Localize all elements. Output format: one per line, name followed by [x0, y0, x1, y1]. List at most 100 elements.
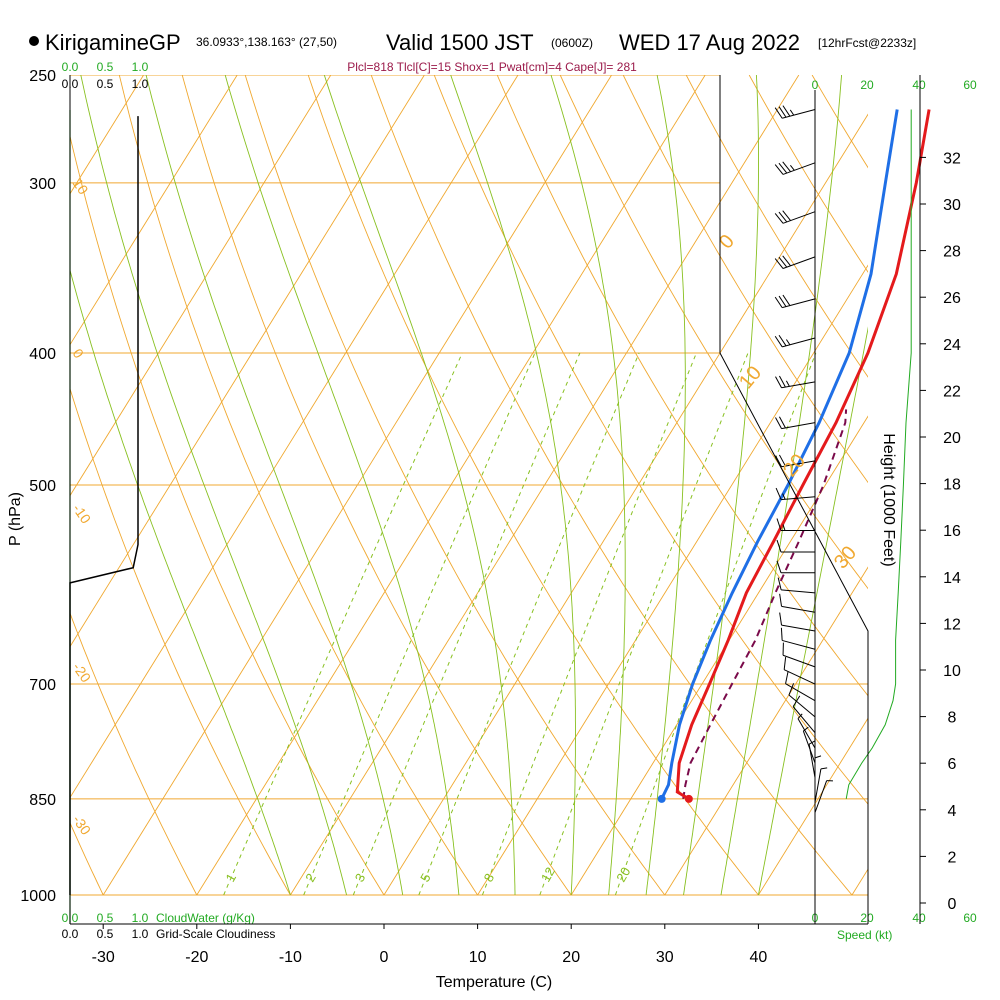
wind-barb-staff — [781, 381, 816, 389]
wind-barb-staff — [781, 460, 816, 468]
wind-barb — [774, 210, 816, 224]
height-tick-label: 20 — [943, 430, 961, 447]
height-tick-label: 10 — [943, 663, 961, 680]
wind-barb-feather — [778, 375, 786, 388]
wind-barb-staff — [782, 654, 816, 668]
wind-barb-feather — [778, 454, 786, 467]
isotherm-line — [477, 264, 868, 896]
wind-barb-feather — [775, 376, 782, 389]
wind-barb — [780, 627, 816, 650]
mixing-ratio-line — [303, 352, 536, 896]
wind-barb-half-feather — [785, 339, 791, 346]
cloud-bottom-label-2: 1.0 — [132, 911, 149, 925]
station-dot — [29, 36, 39, 46]
parcel-line — [682, 409, 848, 800]
mixing-ratio-label: 20 — [613, 865, 633, 885]
height-axis-title: Height (1000 Feet) — [880, 433, 897, 566]
mixing-ratio-line — [352, 352, 581, 896]
dry-adiabat-line — [181, 75, 572, 896]
temp-tick-label: -30 — [92, 949, 115, 966]
wind-barb-half-feather — [803, 726, 809, 732]
wind-barb — [785, 671, 816, 702]
speed-top-label-3: 60 — [963, 78, 977, 92]
wind-barb — [814, 780, 833, 813]
moist-adiabat-line — [720, 75, 843, 896]
wind-barb-staff — [785, 683, 816, 702]
moist-adiabat-line — [323, 75, 516, 895]
wind-barb-staff — [782, 256, 816, 269]
wind-barb-half-feather — [808, 740, 815, 745]
moist-adiabat-line — [450, 75, 576, 896]
wind-barb — [792, 695, 816, 733]
wind-barb — [775, 416, 816, 430]
y-axis-title: P (hPa) — [7, 492, 24, 546]
wind-barb — [774, 334, 816, 348]
dewpoint-line — [660, 109, 899, 800]
cloudiness-bottom-label-0: 0.0 — [62, 927, 79, 941]
temp-tick-label: 30 — [656, 949, 674, 966]
wind-barb — [779, 612, 816, 632]
wind-barb — [775, 375, 816, 389]
speed-bottom-label-2: 40 — [912, 911, 926, 925]
mixing-ratio-line — [223, 352, 463, 896]
height-tick-label: 4 — [948, 803, 957, 820]
dry-adiabat-line — [70, 134, 385, 896]
wind-barb-half-feather — [789, 109, 795, 116]
wind-barb-staff — [782, 211, 816, 224]
wind-barb-feather — [780, 627, 783, 641]
wind-panel: 0 20 40 60 0 20 40 60 Speed (kt) — [774, 78, 977, 942]
pressure-tick-label: 1000 — [20, 888, 56, 905]
wind-barb-feather — [777, 577, 782, 590]
wind-barb-feather — [778, 416, 786, 429]
moist-adiabat-line — [757, 326, 868, 896]
dry-adiabat-line — [433, 75, 868, 805]
mixing-ratio-label: 12 — [538, 865, 558, 885]
wind-barb-feather — [778, 256, 788, 268]
wind-barb — [779, 593, 816, 613]
wind-barb-half-feather — [785, 380, 790, 387]
wind-barb-staff — [814, 768, 822, 803]
x-axis-title: Temperature (C) — [436, 974, 552, 991]
height-tick-label: 26 — [943, 290, 961, 307]
mixing-ratio-label: 2 — [302, 871, 319, 885]
isotherm-label: 20 — [779, 450, 810, 481]
temp-tick-label: -20 — [185, 949, 208, 966]
height-tick-label: 0 — [948, 896, 957, 913]
dry-adiabat-line — [811, 75, 868, 169]
wind-barb-feather — [788, 683, 795, 696]
wind-barb-feather — [785, 671, 789, 684]
wind-barb-feather — [782, 161, 791, 172]
temp-tick-label: 20 — [562, 949, 580, 966]
dry-adiabat-line — [70, 387, 291, 896]
moist-adiabat-line — [145, 75, 404, 896]
wind-barb-feather — [776, 518, 782, 531]
temp-tick-label: 10 — [469, 949, 487, 966]
moist-adiabat-line — [224, 75, 460, 896]
wind-barb-feather — [792, 695, 801, 707]
pressure-tick-label: 500 — [29, 478, 56, 495]
height-tick-label: 16 — [943, 523, 961, 540]
mixing-ratio-line — [418, 352, 640, 896]
dry-adiabat-line — [307, 75, 759, 896]
dry-adiabat-label: -30 — [70, 812, 95, 838]
isotherm-line — [70, 75, 238, 346]
cloudiness-top-label-1: 0.5 — [97, 77, 114, 91]
isotherm-label: 0 — [715, 231, 739, 254]
grid-layer: 1 2 3 5 8 12 20 — [0, 75, 868, 896]
speed-bottom-label-3: 60 — [963, 911, 977, 925]
wind-barb — [814, 767, 828, 803]
wind-barb-feather — [776, 560, 782, 573]
wind-barb-staff — [782, 337, 816, 348]
wind-barb-half-feather — [782, 493, 786, 500]
cloudiness-label: Grid-Scale Cloudiness — [156, 927, 275, 941]
wind-barb-staff — [797, 718, 816, 749]
temperature-line — [675, 109, 931, 801]
dry-adiabat-line — [0, 75, 10, 895]
wind-barb — [788, 683, 816, 718]
speed-axis-label: Speed (kt) — [837, 928, 892, 942]
dry-adiabat-label: 10 — [70, 175, 92, 197]
wind-barb-staff — [781, 589, 816, 594]
wind-barb — [808, 740, 816, 778]
wind-barb — [797, 713, 816, 749]
speed-top-label-2: 40 — [912, 78, 926, 92]
